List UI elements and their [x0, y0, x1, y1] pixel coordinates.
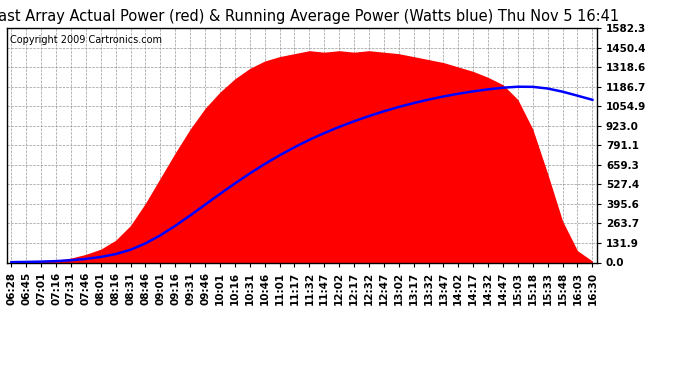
Text: Copyright 2009 Cartronics.com: Copyright 2009 Cartronics.com	[10, 35, 162, 45]
Text: East Array Actual Power (red) & Running Average Power (Watts blue) Thu Nov 5 16:: East Array Actual Power (red) & Running …	[0, 9, 619, 24]
